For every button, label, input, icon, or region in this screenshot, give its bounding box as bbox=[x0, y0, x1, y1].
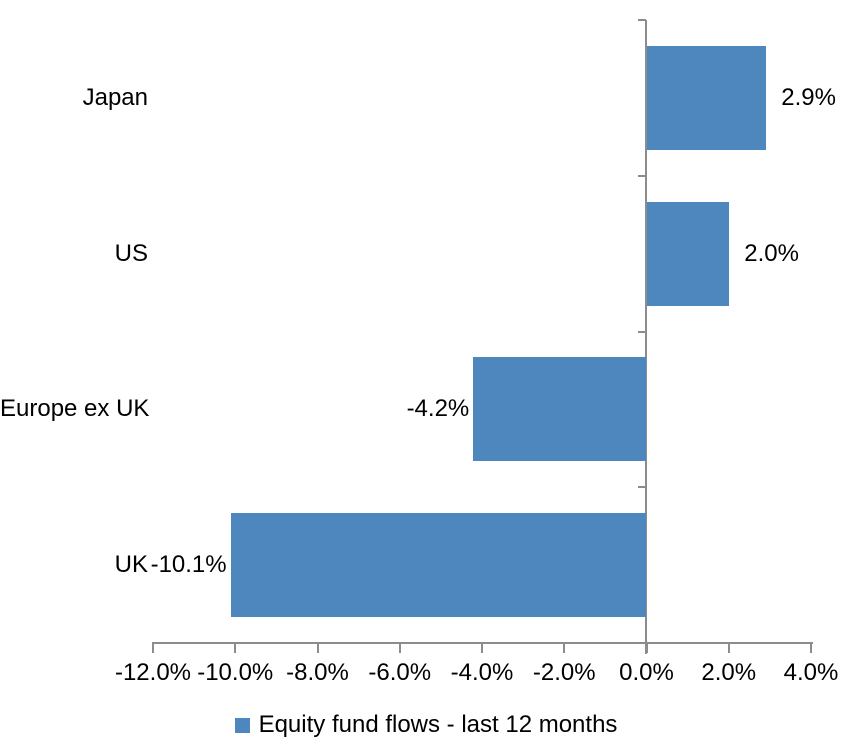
x-axis-tick bbox=[727, 642, 730, 653]
y-axis-tick bbox=[637, 174, 646, 177]
x-tick-label: 4.0% bbox=[783, 659, 839, 686]
category-label-japan: Japan bbox=[82, 83, 148, 111]
value-label-us: 2.0% bbox=[744, 239, 799, 267]
x-tick-label: 2.0% bbox=[701, 659, 757, 686]
bar-uk bbox=[230, 513, 646, 618]
category-label-us: US bbox=[114, 239, 148, 267]
y-axis-line bbox=[645, 20, 647, 654]
x-axis-line bbox=[153, 642, 813, 644]
x-axis-tick bbox=[481, 642, 483, 653]
legend: Equity fund flows - last 12 months bbox=[0, 711, 852, 739]
bar-japan bbox=[647, 45, 767, 150]
x-tick-label: -4.0% bbox=[450, 659, 514, 686]
x-tick-label: -12.0% bbox=[114, 659, 192, 686]
x-axis-tick bbox=[563, 642, 566, 653]
x-axis-tick bbox=[152, 642, 154, 653]
x-axis-tick bbox=[645, 642, 648, 653]
x-tick-label: 0.0% bbox=[619, 659, 674, 686]
bar-us bbox=[647, 201, 730, 306]
x-axis-tick bbox=[234, 642, 237, 653]
bar-europe-ex-uk bbox=[473, 357, 646, 462]
y-axis-tick bbox=[637, 486, 646, 489]
category-label-europe-ex-uk: Europe ex UK bbox=[0, 395, 150, 423]
y-axis-tick bbox=[637, 19, 646, 21]
value-label-japan: 2.9% bbox=[781, 83, 836, 111]
legend-marker bbox=[234, 717, 250, 733]
x-axis-tick bbox=[398, 642, 401, 653]
value-label-europe-ex-uk: -4.2% bbox=[406, 395, 470, 423]
y-axis-tick bbox=[637, 330, 646, 333]
x-tick-label: -2.0% bbox=[532, 659, 596, 686]
x-axis-tick bbox=[316, 642, 319, 653]
x-axis-tick bbox=[810, 642, 812, 653]
category-label-uk: UK bbox=[114, 551, 148, 579]
legend-label: Equity fund flows - last 12 months bbox=[258, 711, 618, 738]
x-tick-label: -6.0% bbox=[368, 659, 432, 686]
x-tick-label: -10.0% bbox=[197, 659, 274, 686]
value-label-uk: -10.1% bbox=[150, 551, 227, 579]
x-tick-label: -8.0% bbox=[286, 659, 349, 686]
